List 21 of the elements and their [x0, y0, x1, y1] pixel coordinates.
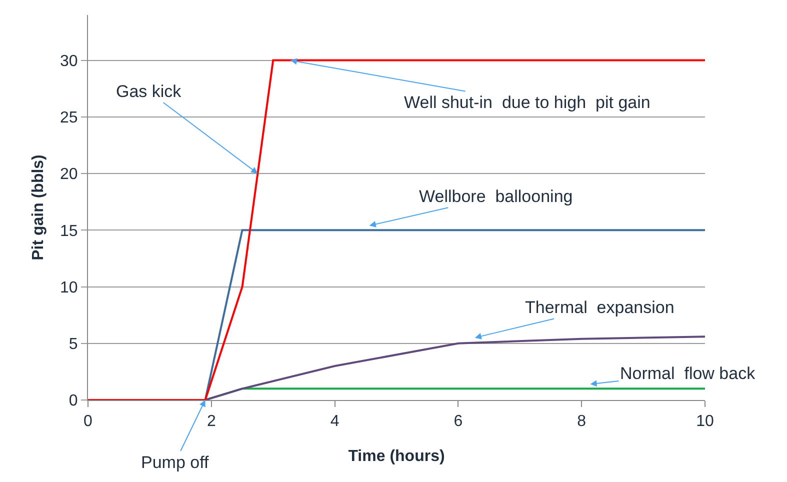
y-axis-title: Pit gain (bbls)	[30, 154, 47, 260]
y-tick-label: 5	[68, 336, 78, 353]
x-tick-label: 0	[84, 413, 93, 430]
annotation: Thermal expansion	[525, 298, 674, 317]
x-tick-label: 8	[577, 413, 586, 430]
annotation: Pump off	[141, 453, 210, 472]
x-tick-label: 4	[330, 413, 340, 430]
y-tick-label: 15	[60, 222, 78, 240]
y-tick-label: 10	[60, 279, 78, 296]
y-tick-label: 25	[60, 110, 78, 127]
y-tick-label: 30	[60, 52, 78, 70]
annotation: Well shut-in due to high pit gain	[404, 93, 650, 112]
annotation: Gas kick	[116, 82, 182, 101]
x-axis-title: Time (hours)	[348, 448, 445, 465]
y-tick-label: 20	[60, 166, 78, 184]
annotation: Wellbore ballooning	[419, 187, 573, 206]
y-tick-label: 0	[68, 392, 78, 410]
annotation: Normal flow back	[620, 364, 756, 383]
x-tick-label: 10	[696, 413, 714, 430]
x-tick-label: 2	[206, 413, 216, 430]
x-tick-label: 6	[454, 413, 463, 430]
